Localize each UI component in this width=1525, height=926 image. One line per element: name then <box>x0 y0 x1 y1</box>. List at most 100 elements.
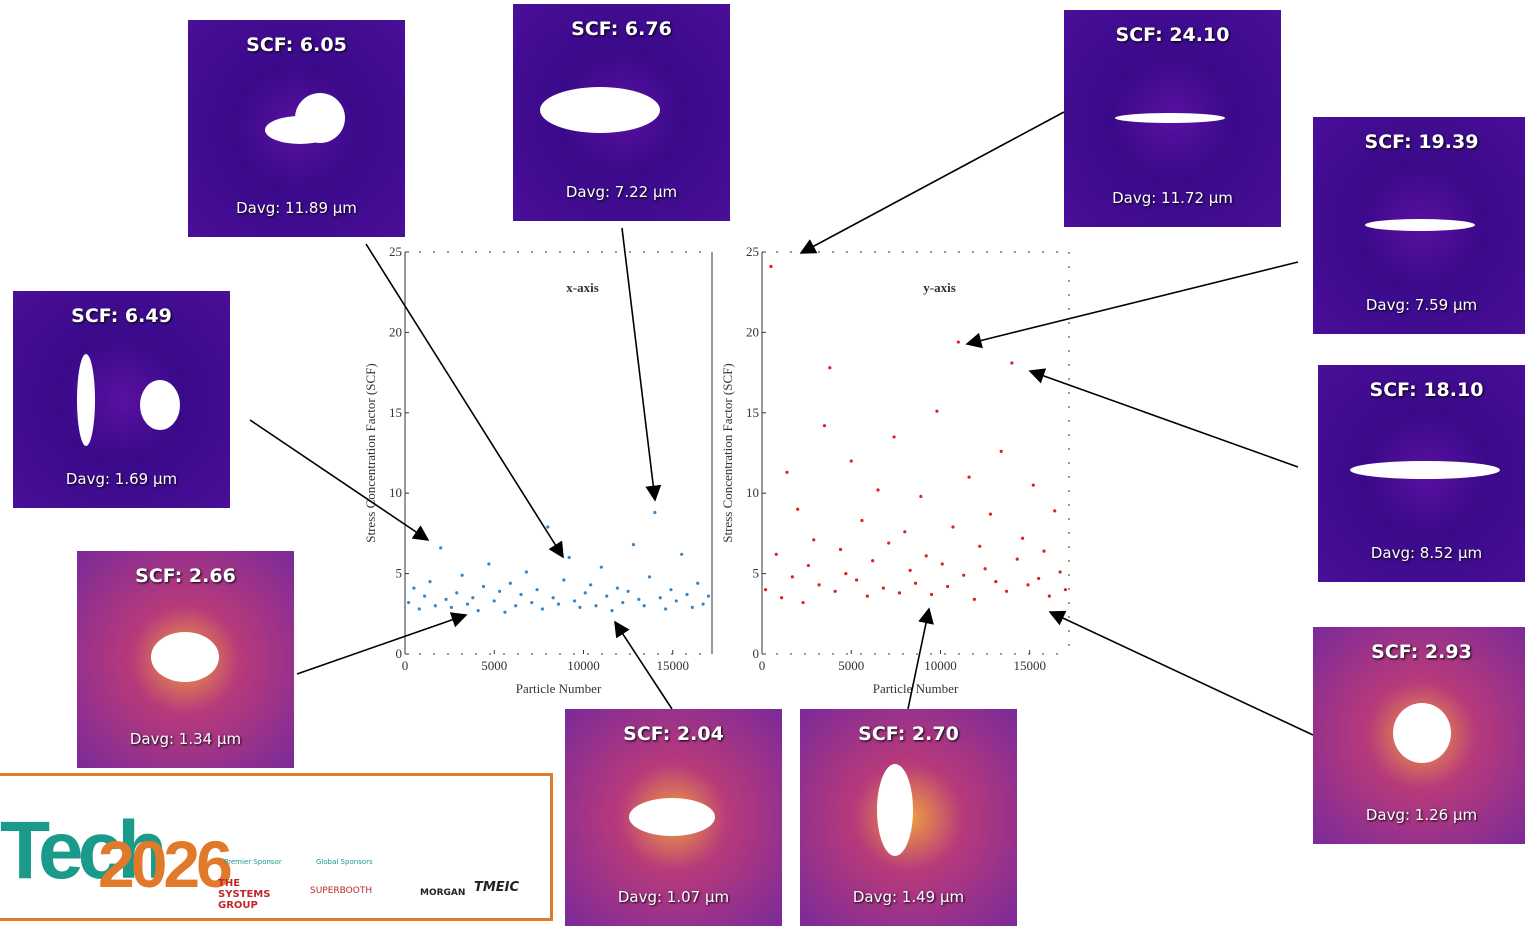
point <box>892 435 895 438</box>
scf-label: SCF: 6.49 <box>13 305 230 327</box>
point <box>785 471 788 474</box>
arrow <box>366 244 563 557</box>
point <box>914 582 917 585</box>
point <box>860 519 863 522</box>
point <box>530 601 533 604</box>
point <box>568 556 571 559</box>
point <box>466 603 469 606</box>
point <box>701 603 704 606</box>
point <box>919 495 922 498</box>
point <box>957 340 960 343</box>
arrow <box>801 112 1064 253</box>
point <box>685 593 688 596</box>
point <box>850 459 853 462</box>
point <box>1032 484 1035 487</box>
x-tick-label: 15000 <box>656 658 689 673</box>
point <box>477 609 480 612</box>
davg-label: Davg: 1.49 µm <box>800 888 1017 906</box>
point <box>643 604 646 607</box>
point <box>994 580 997 583</box>
point <box>951 525 954 528</box>
particle <box>1393 703 1451 763</box>
stress-map: SCF: 2.04 Davg: 1.07 µm <box>565 709 782 926</box>
x-tick-label: 10000 <box>567 658 600 673</box>
logo-year: 2026 <box>98 826 229 902</box>
point <box>967 476 970 479</box>
stress-map: SCF: 6.49 Davg: 1.69 µm <box>13 291 230 508</box>
point <box>503 611 506 614</box>
point <box>946 585 949 588</box>
point <box>812 538 815 541</box>
scf-label: SCF: 2.93 <box>1313 641 1525 663</box>
point <box>898 591 901 594</box>
x-tick-label: 10000 <box>924 658 957 673</box>
point <box>589 583 592 586</box>
chart-title: y-axis <box>923 280 956 295</box>
scf-label: SCF: 18.10 <box>1318 379 1525 401</box>
y-tick-label: 20 <box>389 324 402 339</box>
point <box>962 574 965 577</box>
sponsor: SUPERBOOTH <box>310 886 372 896</box>
point <box>627 590 630 593</box>
point <box>514 604 517 607</box>
davg-label: Davg: 11.89 µm <box>188 199 405 217</box>
point <box>487 562 490 565</box>
x-tick-label: 5000 <box>838 658 864 673</box>
page: 0510152025050001000015000x-axisParticle … <box>0 0 1525 923</box>
stress-map: SCF: 2.93 Davg: 1.26 µm <box>1313 627 1525 844</box>
sponsor: MORGAN <box>420 888 465 898</box>
point <box>801 601 804 604</box>
point <box>1026 583 1029 586</box>
point <box>525 570 528 573</box>
point <box>909 569 912 572</box>
point <box>519 593 522 596</box>
point <box>978 545 981 548</box>
particle <box>151 632 219 682</box>
point <box>578 606 581 609</box>
x-tick-label: 0 <box>402 658 409 673</box>
logo-label: Premier Sponsor <box>224 858 282 866</box>
davg-label: Davg: 1.34 µm <box>77 730 294 748</box>
scf-label: SCF: 2.66 <box>77 565 294 587</box>
point <box>675 599 678 602</box>
point <box>648 575 651 578</box>
davg-label: Davg: 7.59 µm <box>1313 296 1525 314</box>
point <box>866 595 869 598</box>
point <box>653 511 656 514</box>
y-tick-label: 10 <box>389 485 402 500</box>
point <box>925 554 928 557</box>
point <box>471 596 474 599</box>
davg-label: Davg: 1.07 µm <box>565 888 782 906</box>
point <box>434 604 437 607</box>
point <box>659 596 662 599</box>
particle <box>877 764 913 856</box>
y-tick-label: 10 <box>746 485 759 500</box>
davg-label: Davg: 1.26 µm <box>1313 806 1525 824</box>
point <box>669 588 672 591</box>
point <box>1058 570 1061 573</box>
x-tick-label: 0 <box>759 658 766 673</box>
stress-map: SCF: 18.10Davg: 8.52 µm <box>1318 365 1525 582</box>
point <box>610 609 613 612</box>
point <box>1064 588 1067 591</box>
particle <box>1365 219 1475 231</box>
y-tick-label: 20 <box>746 324 759 339</box>
scf-label: SCF: 19.39 <box>1313 131 1525 153</box>
point <box>973 598 976 601</box>
arrow <box>1030 371 1298 467</box>
scf-label: SCF: 2.04 <box>565 723 782 745</box>
point <box>1010 361 1013 364</box>
point <box>691 606 694 609</box>
particle <box>77 354 95 446</box>
sponsor: THE SYSTEMS GROUP <box>218 878 288 911</box>
y-tick-label: 5 <box>753 566 760 581</box>
logo: Tech 2026 Premier Sponsor Global Sponsor… <box>0 773 553 921</box>
point <box>493 599 496 602</box>
point <box>552 596 555 599</box>
point <box>680 553 683 556</box>
point <box>509 582 512 585</box>
davg-label: Davg: 1.69 µm <box>13 470 230 488</box>
